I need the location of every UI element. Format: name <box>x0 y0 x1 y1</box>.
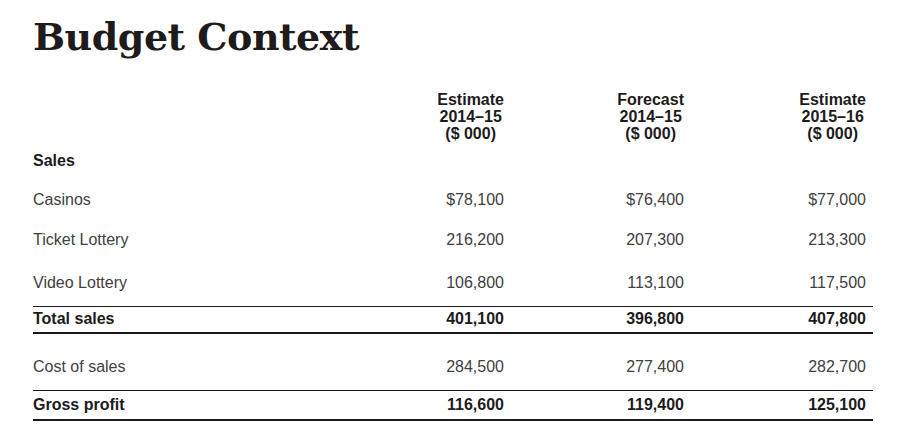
row-label: Cost of sales <box>33 345 323 390</box>
column-header-forecast-2014-15: Forecast 2014–15 ($ 000) <box>504 88 684 142</box>
cell-value: 106,800 <box>323 260 504 306</box>
table-row-cost-of-sales: Cost of sales 284,500 277,400 282,700 <box>33 345 873 390</box>
row-label: Gross profit <box>33 390 323 420</box>
cell-value: 282,700 <box>684 345 873 390</box>
cell-value: 277,400 <box>504 345 684 390</box>
table-header-row: Estimate 2014–15 ($ 000) Forecast 2014–1… <box>33 88 873 142</box>
column-header-line: Estimate <box>437 91 504 108</box>
cell-value: 401,100 <box>323 306 504 333</box>
section-label: Sales <box>33 142 323 180</box>
cell-value: 113,100 <box>504 260 684 306</box>
cell-value: 407,800 <box>684 306 873 333</box>
cell-value: 119,400 <box>504 390 684 420</box>
column-header-line: ($ 000) <box>799 125 866 142</box>
row-label: Ticket Lottery <box>33 220 323 260</box>
column-header-line: ($ 000) <box>617 125 684 142</box>
column-header-estimate-2014-15: Estimate 2014–15 ($ 000) <box>323 88 504 142</box>
cell-value: $78,100 <box>323 180 504 220</box>
cell-value: 284,500 <box>323 345 504 390</box>
column-header-line: 2014–15 <box>617 108 684 125</box>
column-header-line: 2014–15 <box>437 108 504 125</box>
row-label: Casinos <box>33 180 323 220</box>
cell-value: 213,300 <box>684 220 873 260</box>
cell-value: $76,400 <box>504 180 684 220</box>
table-row-ticket-lottery: Ticket Lottery 216,200 207,300 213,300 <box>33 220 873 260</box>
row-label: Video Lottery <box>33 260 323 306</box>
cell-value: 396,800 <box>504 306 684 333</box>
cell-value: 216,200 <box>323 220 504 260</box>
cell-value: 125,100 <box>684 390 873 420</box>
spacer-row <box>33 333 873 345</box>
cell-value: 207,300 <box>504 220 684 260</box>
cell-value: 116,600 <box>323 390 504 420</box>
column-header-estimate-2015-16: Estimate 2015–16 ($ 000) <box>684 88 873 142</box>
header-empty-cell <box>33 88 323 142</box>
column-header-line: Estimate <box>799 91 866 108</box>
table-row-casinos: Casinos $78,100 $76,400 $77,000 <box>33 180 873 220</box>
column-header-line: 2015–16 <box>799 108 866 125</box>
page: Budget Context Estimate 2014–15 ($ 000) … <box>0 0 906 421</box>
table-row-sales-section: Sales <box>33 142 873 180</box>
row-label: Total sales <box>33 306 323 333</box>
cell-value: $77,000 <box>684 180 873 220</box>
table-row-gross-profit: Gross profit 116,600 119,400 125,100 <box>33 390 873 420</box>
budget-table: Estimate 2014–15 ($ 000) Forecast 2014–1… <box>33 88 873 421</box>
table-row-total-sales: Total sales 401,100 396,800 407,800 <box>33 306 873 333</box>
column-header-line: ($ 000) <box>437 125 504 142</box>
cell-value: 117,500 <box>684 260 873 306</box>
page-title: Budget Context <box>33 16 873 58</box>
table-row-video-lottery: Video Lottery 106,800 113,100 117,500 <box>33 260 873 306</box>
column-header-line: Forecast <box>617 91 684 108</box>
